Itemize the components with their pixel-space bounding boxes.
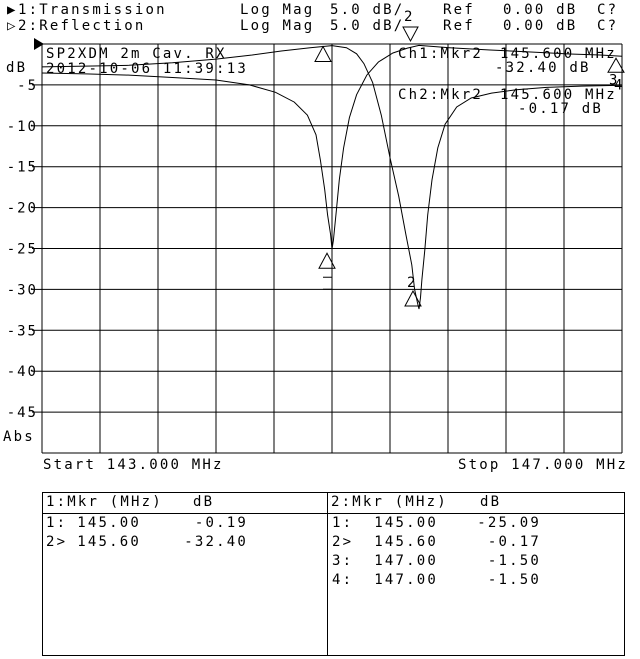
trace1-ref-label: Ref xyxy=(443,2,475,18)
plot-title: SP2XDM 2m Cav. RX xyxy=(46,46,227,62)
ch2-readout-value: -0.17 dB xyxy=(518,101,604,117)
trace2-label: 2:Reflection xyxy=(18,18,146,34)
marker-table-ch2-unit: dB xyxy=(480,494,502,510)
marker-frequency-cell: 145.60 xyxy=(77,534,141,550)
trace-transmission xyxy=(41,45,623,310)
ch1-readout-value: -32.40 dB xyxy=(495,60,591,76)
marker-db-cell: -1.50 xyxy=(487,553,541,569)
marker-table-ch1: 1:Mkr (MHz) dB 1: 145.00 -0.19 2> 145.60 -32.… xyxy=(42,492,328,656)
plot-timestamp: 2012-10-06 11:39:13 xyxy=(46,61,248,77)
marker2-ch2-number: 2 xyxy=(404,9,414,25)
marker2-ch2-triangle-icon xyxy=(402,26,419,43)
trace1-ref-value: 0.00 dB xyxy=(503,2,578,18)
y-axis-bottom-label: Abs xyxy=(3,429,35,445)
marker-number-cell: 2> xyxy=(46,534,68,550)
marker-table-ch1-title: 1:Mkr (MHz) xyxy=(46,494,163,510)
marker3-ch2-number: 3 xyxy=(609,72,619,88)
ref-position-indicator-icon xyxy=(34,38,44,50)
y-tick-label: -15 xyxy=(7,160,38,176)
trace2-cal-status: C? xyxy=(597,18,619,34)
ch1-readout-label: Ch1:Mkr2 xyxy=(398,46,484,62)
trace1-scale: 5.0 dB/ xyxy=(330,2,405,18)
trace2-scale: 5.0 dB/ xyxy=(330,18,405,34)
table-header-divider xyxy=(328,513,624,514)
trace1-cal-status: C? xyxy=(597,2,619,18)
y-tick-label: -20 xyxy=(7,201,38,217)
marker-frequency-cell: 147.00 xyxy=(374,572,438,588)
marker-table-ch2: 2:Mkr (MHz) dB 1: 145.00 -25.09 2> 145.60 -0.… xyxy=(327,492,625,656)
stop-frequency-label: Stop 147.000 MHz xyxy=(458,457,629,473)
y-tick-label: -35 xyxy=(7,323,38,339)
marker3-ch2-triangle-icon xyxy=(607,57,625,73)
marker1-ch1-triangle-icon xyxy=(314,45,332,63)
trace1-label: 1:Transmission xyxy=(18,2,167,18)
ch2-readout-label: Ch2:Mkr2 xyxy=(398,87,484,103)
marker-db-cell: -25.09 xyxy=(477,515,541,531)
marker-frequency-cell: 145.60 xyxy=(374,534,438,550)
marker-db-cell: -0.17 xyxy=(487,534,541,550)
marker-frequency-cell: 145.00 xyxy=(374,515,438,531)
ch1-readout-freq: 145.600 MHz xyxy=(500,46,617,62)
marker4-ch2-number: 4 xyxy=(614,77,624,93)
y-tick-label: -10 xyxy=(7,119,38,135)
marker-number-cell: 4: xyxy=(332,572,354,588)
y-tick-label: -25 xyxy=(7,242,38,258)
trace1-active-icon: ▶ xyxy=(7,2,18,18)
table-header-divider xyxy=(43,513,327,514)
y-tick-label: -45 xyxy=(7,405,38,421)
marker-db-cell: -0.19 xyxy=(194,515,248,531)
marker2-ch1-number: 2 xyxy=(407,275,417,291)
start-frequency-label: Start 143.000 MHz xyxy=(43,457,224,473)
trace2-active-icon: ▷ xyxy=(7,18,18,34)
marker-number-cell: 1: xyxy=(46,515,68,531)
marker-table-ch2-title: 2:Mkr (MHz) xyxy=(331,494,448,510)
y-axis-unit-label: dB xyxy=(6,60,28,76)
marker-table-ch1-unit: dB xyxy=(193,494,215,510)
marker-number-cell: 2> xyxy=(332,534,354,550)
trace2-ref-label: Ref xyxy=(443,18,475,34)
marker2-ch1-triangle-icon xyxy=(404,289,422,307)
marker-number-cell: 1: xyxy=(332,515,354,531)
marker-frequency-cell: 147.00 xyxy=(374,553,438,569)
y-tick-label: -5 xyxy=(17,78,38,94)
marker-number-cell: 3: xyxy=(332,553,354,569)
marker-frequency-cell: 145.00 xyxy=(77,515,141,531)
marker-db-cell: -32.40 xyxy=(184,534,248,550)
trace1-format: Log Mag xyxy=(240,2,315,18)
y-tick-label: -30 xyxy=(7,282,38,298)
trace2-format: Log Mag xyxy=(240,18,315,34)
marker-db-cell: -1.50 xyxy=(487,572,541,588)
trace-reflection xyxy=(41,44,623,250)
trace2-ref-value: 0.00 dB xyxy=(503,18,578,34)
marker1-ch2-triangle-icon xyxy=(318,252,336,269)
ch2-readout-freq: 145.600 MHz xyxy=(500,87,617,103)
y-tick-label: -40 xyxy=(7,364,38,380)
sweep-plot: -5 -10 -15 -20 -25 -30 -35 -40 -45 2 2 34 xyxy=(7,9,625,454)
